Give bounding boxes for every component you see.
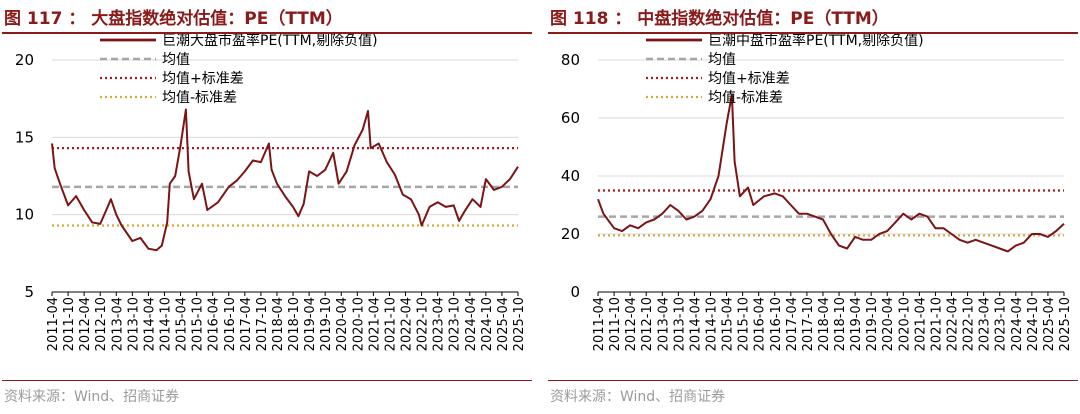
legend-series-label: 巨潮大盘市盈率PE(TTM,剔除负值) [162, 34, 378, 49]
x-tick-label: 2018-10 [287, 297, 302, 351]
x-tick-label: 2016-10 [223, 297, 238, 351]
x-tick-label: 2014-04 [688, 297, 703, 351]
x-tick-label: 2024-10 [480, 297, 495, 351]
x-tick-label: 2019-04 [303, 297, 318, 351]
x-tick-label: 2025-10 [512, 297, 527, 351]
x-tick-label: 2024-04 [464, 297, 479, 351]
y-tick-label: 80 [561, 51, 580, 69]
chart-title: 图 118 ： 中盘指数绝对估值：PE（TTM） [550, 9, 889, 29]
x-tick-label: 2012-04 [624, 297, 639, 351]
x-tick-label: 2017-10 [801, 297, 816, 351]
x-tick-label: 2011-04 [46, 297, 61, 351]
x-tick-label: 2021-04 [913, 297, 928, 351]
x-tick-label: 2019-10 [865, 297, 880, 351]
x-tick-label: 2020-10 [351, 297, 366, 351]
chart-panel-pe-mid-cap: 图 118 ： 中盘指数绝对估值：PE（TTM） 0 20 40 60 80 2011-0… [546, 0, 1080, 414]
title-divider [548, 32, 1078, 34]
x-tick-label: 2019-10 [319, 297, 334, 351]
x-tick-label: 2015-04 [175, 297, 190, 351]
x-tick-label: 2020-04 [335, 297, 350, 351]
x-tick-label: 2020-04 [881, 297, 896, 351]
x-tick-label: 2021-10 [929, 297, 944, 351]
y-tick-label: 0 [570, 283, 580, 301]
x-tick-label: 2023-10 [448, 297, 463, 351]
x-tick-label: 2024-10 [1026, 297, 1041, 351]
legend-mean-label: 均值 [162, 52, 190, 68]
x-tick-label: 2011-10 [62, 297, 77, 351]
y-tick-label: 10 [15, 206, 34, 224]
y-tick-label: 15 [15, 128, 34, 146]
x-tick-label: 2023-04 [432, 297, 447, 351]
x-tick-label: 2016-04 [753, 297, 768, 351]
legend-mean-minus-std-label: 均值-标准差 [162, 90, 237, 106]
source-note: 资料来源：Wind、招商证券 [550, 389, 726, 405]
legend-series-label: 巨潮中盘市盈率PE(TTM,剔除负值) [708, 34, 924, 49]
x-tick-label: 2012-04 [78, 297, 93, 351]
y-tick-label: 5 [24, 283, 34, 301]
x-tick-label: 2014-10 [704, 297, 719, 351]
x-tick-label: 2015-10 [737, 297, 752, 351]
bottom-divider [2, 380, 532, 381]
x-tick-label: 2015-04 [721, 297, 736, 351]
x-tick-label: 2024-04 [1010, 297, 1025, 351]
x-tick-label: 2016-04 [207, 297, 222, 351]
x-tick-label: 2023-10 [994, 297, 1009, 351]
x-tick-label: 2015-10 [191, 297, 206, 351]
x-tick-label: 2025-04 [496, 297, 511, 351]
source-note: 资料来源：Wind、招商证券 [4, 389, 180, 405]
legend-mean-minus-std-label: 均值-标准差 [708, 90, 783, 106]
x-tick-label: 2011-10 [608, 297, 623, 351]
x-tick-label: 2014-04 [142, 297, 157, 351]
pe-series-line [51, 108, 519, 252]
x-tick-label: 2022-04 [946, 297, 961, 351]
chart-title: 图 117 ： 大盘指数绝对估值：PE（TTM） [4, 9, 343, 29]
x-tick-label: 2025-10 [1058, 297, 1073, 351]
x-tick-label: 2019-04 [849, 297, 864, 351]
x-tick-label: 2013-10 [672, 297, 687, 351]
x-tick-label: 2025-04 [1042, 297, 1057, 351]
x-tick-label: 2017-04 [239, 297, 254, 351]
y-tick-label: 60 [561, 109, 580, 127]
x-tick-label: 2021-10 [383, 297, 398, 351]
y-tick-label: 20 [561, 225, 580, 243]
x-tick-label: 2017-10 [255, 297, 270, 351]
x-tick-label: 2012-10 [640, 297, 655, 351]
legend-mean-plus-std-label: 均值+标准差 [162, 71, 244, 87]
x-tick-label: 2016-10 [769, 297, 784, 351]
chart-panel-pe-large-cap: 图 117 ： 大盘指数绝对估值：PE（TTM） 5 10 15 20 2011-04 2… [0, 0, 534, 414]
x-tick-label: 2011-04 [592, 297, 607, 351]
title-divider [2, 32, 532, 34]
legend-mean-plus-std-label: 均值+标准差 [708, 71, 790, 87]
x-tick-label: 2013-04 [656, 297, 671, 351]
x-tick-label: 2021-04 [367, 297, 382, 351]
x-tick-label: 2022-10 [962, 297, 977, 351]
bottom-divider [548, 380, 1078, 381]
x-tick-label: 2023-04 [978, 297, 993, 351]
legend-mean-label: 均值 [708, 52, 736, 68]
x-tick-label: 2022-04 [400, 297, 415, 351]
x-tick-label: 2012-10 [94, 297, 109, 351]
pe-series-line [597, 93, 1065, 253]
y-tick-label: 20 [15, 51, 34, 69]
x-tick-label: 2018-04 [817, 297, 832, 351]
x-tick-label: 2014-10 [158, 297, 173, 351]
x-tick-label: 2013-10 [126, 297, 141, 351]
x-tick-label: 2017-04 [785, 297, 800, 351]
x-tick-label: 2018-10 [833, 297, 848, 351]
x-tick-label: 2018-04 [271, 297, 286, 351]
x-tick-label: 2022-10 [416, 297, 431, 351]
x-tick-label: 2020-10 [897, 297, 912, 351]
y-tick-label: 40 [561, 167, 580, 185]
x-tick-label: 2013-04 [110, 297, 125, 351]
